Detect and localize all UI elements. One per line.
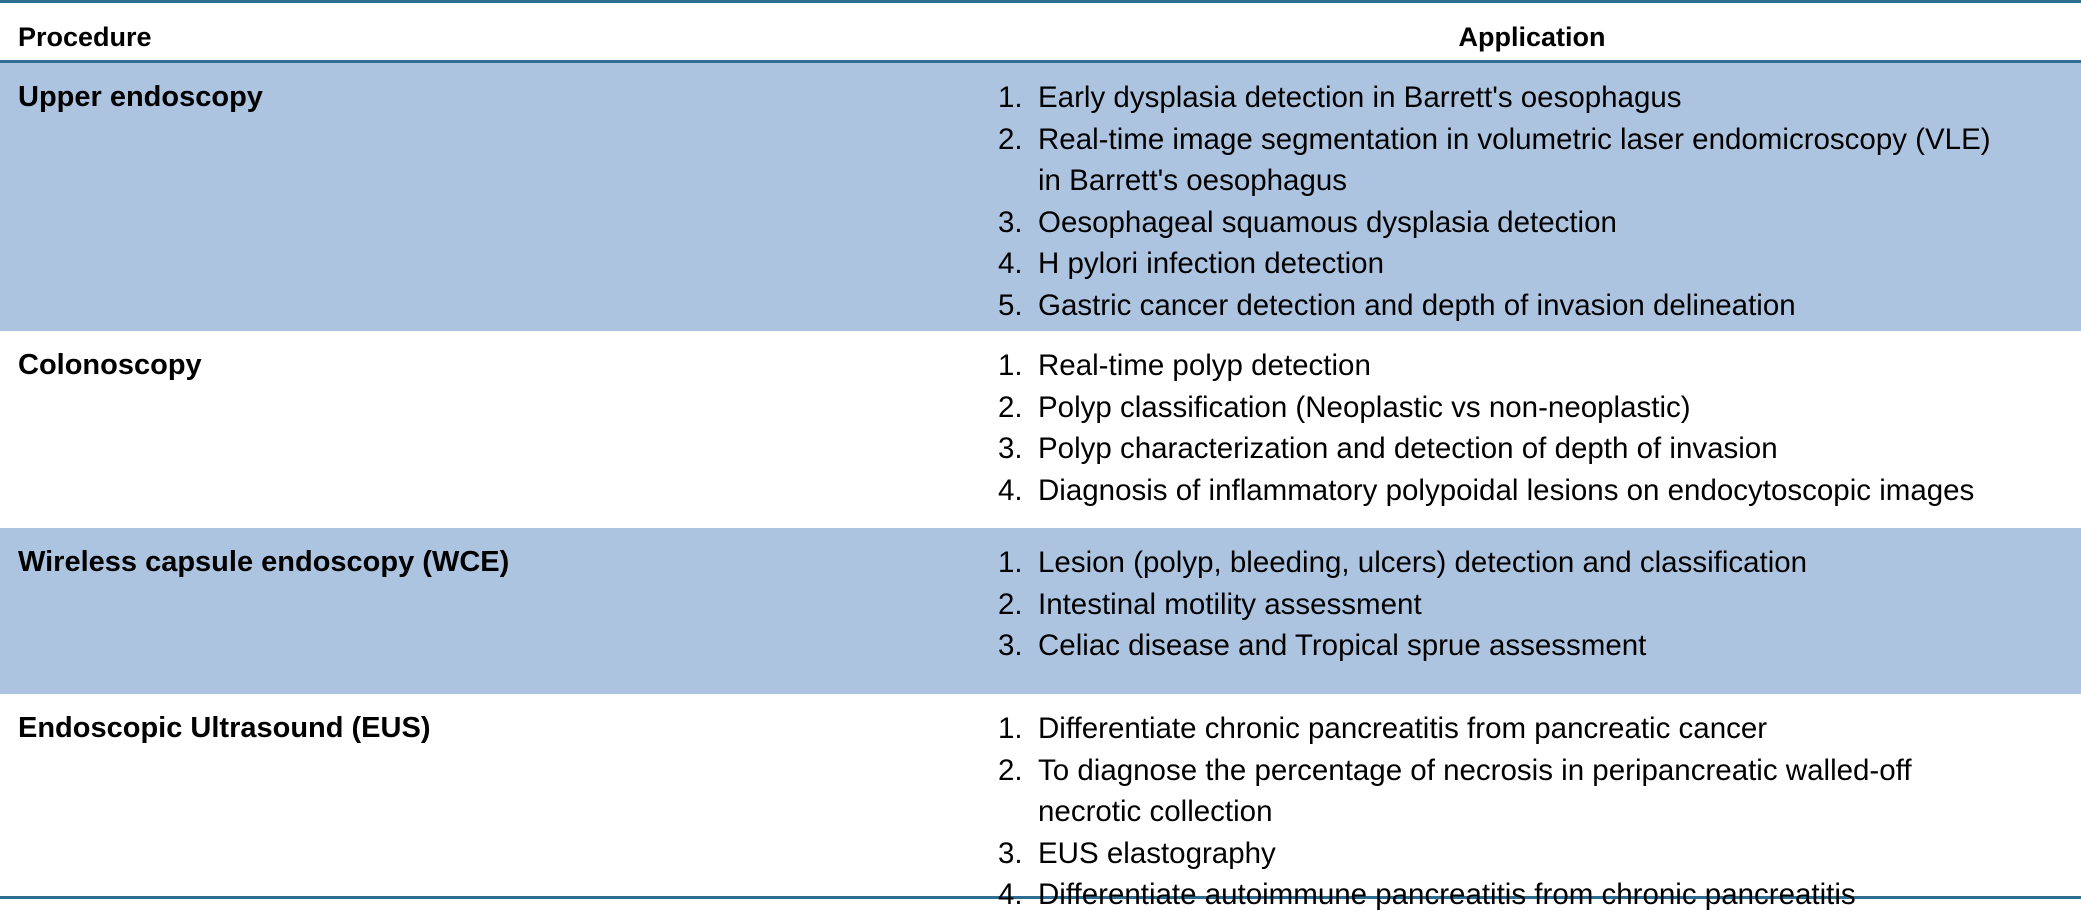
application-text: Real-time polyp detection xyxy=(1038,349,1371,382)
application-number: 2. xyxy=(998,122,1023,156)
application-text: H pylori infection detection xyxy=(1038,247,1384,280)
procedure-cell: Upper endoscopy xyxy=(18,81,263,113)
header-application: Application xyxy=(1458,22,1606,52)
application-number: 3. xyxy=(998,629,1023,662)
application-list: 1. Real-time polyp detection 2. Polyp class… xyxy=(998,345,1974,511)
procedure-cell: Colonoscopy xyxy=(18,349,202,381)
application-item: 2. Intestinal motility assessment xyxy=(998,584,1807,626)
procedure-cell: Endoscopic Ultrasound (EUS) xyxy=(18,712,431,744)
application-number: 3. xyxy=(998,205,1023,239)
application-list: 1. Differentiate chronic pancreatitis fro… xyxy=(998,708,1912,916)
application-text: Early dysplasia detection in Barrett's o… xyxy=(1038,81,1682,114)
table-row: Colonoscopy 1. Real-time polyp detection 2… xyxy=(0,331,2081,528)
application-item: 3. Polyp characterization and detection o… xyxy=(998,428,1974,470)
application-number: 3. xyxy=(998,836,1023,870)
application-item: 1. Real-time polyp detection xyxy=(998,345,1974,387)
application-text: necrotic collection xyxy=(1038,795,1273,828)
application-item: 1. Lesion (polyp, bleeding, ulcers) detec… xyxy=(998,542,1807,584)
application-item: 3. EUS elastography xyxy=(998,833,1912,875)
application-number: 2. xyxy=(998,587,1023,621)
application-number: 2. xyxy=(998,753,1023,787)
application-text: Celiac disease and Tropical sprue assess… xyxy=(1038,629,1647,662)
application-text: To diagnose the percentage of necrosis i… xyxy=(1038,753,1912,787)
application-text: Gastric cancer detection and depth of in… xyxy=(1038,288,1796,322)
application-text: Differentiate chronic pancreatitis from … xyxy=(1038,712,1768,745)
application-item: 1. Differentiate chronic pancreatitis fro… xyxy=(998,708,1912,750)
application-text: Polyp characterization and detection of … xyxy=(1038,432,1778,465)
application-item: 3. Oesophageal squamous dysplasia detecti… xyxy=(998,202,1991,244)
table-row: Upper endoscopy 1. Early dysplasia detect… xyxy=(0,63,2081,331)
header-procedure: Procedure xyxy=(18,22,152,52)
application-number: 1. xyxy=(998,712,1023,745)
application-number: 1. xyxy=(998,546,1023,579)
application-number: 2. xyxy=(998,390,1023,424)
application-item: 2. Polyp classification (Neoplastic vs no… xyxy=(998,387,1974,429)
application-number: 4. xyxy=(998,247,1023,280)
application-number: 4. xyxy=(998,878,1023,911)
table-row: Endoscopic Ultrasound (EUS) 1. Differenti… xyxy=(0,694,2081,911)
application-text: Lesion (polyp, bleeding, ulcers) detecti… xyxy=(1038,546,1808,579)
table-header-row: Procedure Application xyxy=(0,3,2081,63)
application-number: 1. xyxy=(998,349,1023,382)
procedure-cell: Wireless capsule endoscopy (WCE) xyxy=(18,546,510,578)
application-number: 5. xyxy=(998,288,1023,322)
application-text: Real-time image segmentation in volumetr… xyxy=(1038,122,1991,156)
application-text: EUS elastography xyxy=(1038,836,1276,870)
application-item: 4. Differentiate autoimmune pancreatitis … xyxy=(998,874,1912,916)
application-item: 5. Gastric cancer detection and depth of … xyxy=(998,285,1991,327)
application-item: 1. Early dysplasia detection in Barrett's… xyxy=(998,77,1991,119)
application-text: in Barrett's oesophagus xyxy=(1038,164,1348,197)
application-list: 1. Early dysplasia detection in Barrett's… xyxy=(998,77,1991,326)
application-item: 2. Real-time image segmentation in volume… xyxy=(998,119,1991,202)
application-item: 4. H pylori infection detection xyxy=(998,243,1991,285)
application-list: 1. Lesion (polyp, bleeding, ulcers) detec… xyxy=(998,542,1807,667)
application-number: 4. xyxy=(998,473,1023,507)
application-item: 4. Diagnosis of inflammatory polypoidal l… xyxy=(998,470,1974,512)
application-text: Polyp classification (Neoplastic vs non-… xyxy=(1038,390,1691,424)
application-item: 3. Celiac disease and Tropical sprue asse… xyxy=(998,625,1807,667)
application-item: 2. To diagnose the percentage of necrosis… xyxy=(998,750,1912,833)
application-text: Intestinal motility assessment xyxy=(1038,587,1422,621)
application-number: 3. xyxy=(998,432,1023,465)
table-row: Wireless capsule endoscopy (WCE) 1. Lesio… xyxy=(0,528,2081,694)
application-text: Oesophageal squamous dysplasia detection xyxy=(1038,205,1617,239)
application-text: Diagnosis of inflammatory polypoidal les… xyxy=(1038,473,1975,507)
application-number: 1. xyxy=(998,81,1023,114)
application-text: Differentiate autoimmune pancreatitis fr… xyxy=(1038,878,1856,911)
